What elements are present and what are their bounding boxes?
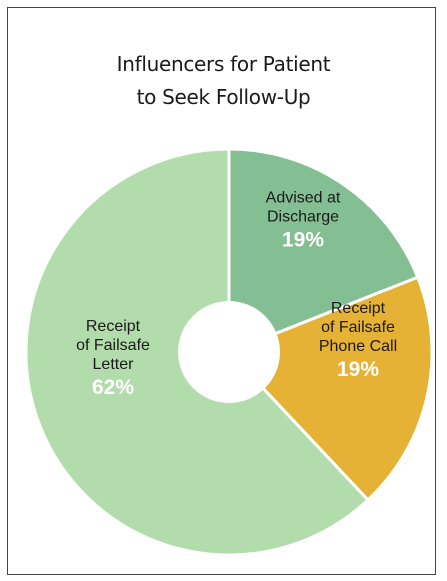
slice-percent-2: 19% [337, 358, 379, 381]
donut-slice-1 [227, 147, 420, 355]
slice-label-2-line-1: Receipt [331, 300, 386, 317]
slice-label-3-line-2: of Failsafe [76, 337, 150, 354]
donut-slice-2 [226, 275, 434, 503]
slice-label-3-line-3: Letter [93, 356, 135, 373]
slice-label-2-line-2: of Failsafe [321, 319, 395, 336]
slice-label-1-line-2: Discharge [267, 209, 339, 226]
slice-labels: Advised at Discharge 19% Receipt of Failsafe… [76, 190, 397, 400]
slice-label-3-line-1: Receipt [86, 318, 141, 335]
slice-label-2-line-3: Phone Call [319, 338, 397, 355]
chart-title-line-1: Influencers for Patient [116, 52, 331, 76]
slice-label-1-line-1: Advised at [266, 190, 341, 207]
slice-percent-1: 19% [282, 229, 324, 252]
slice-percent-3: 62% [92, 376, 134, 399]
donut-hole [178, 301, 280, 403]
chart-title: Influencers for Patient to Seek Follow-U… [0, 48, 447, 114]
chart-title-line-2: to Seek Follow-Up [136, 85, 311, 109]
